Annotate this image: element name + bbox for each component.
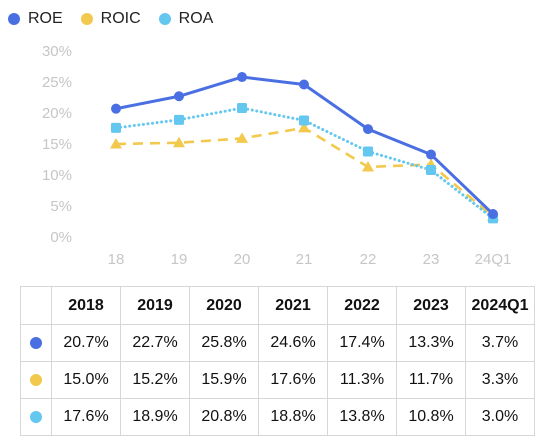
data-point-roic	[298, 121, 310, 133]
row-marker-icon	[30, 336, 42, 349]
table-cell: 15.0%	[51, 361, 121, 399]
x-tick-label: 20	[234, 251, 251, 268]
data-point-roe	[237, 72, 247, 83]
legend-item-roa: ROA	[158, 10, 214, 28]
data-point-roa	[363, 146, 373, 157]
data-point-roe	[363, 124, 373, 135]
data-point-roic	[110, 138, 122, 149]
y-tick-label: 20%	[42, 105, 72, 122]
table-cell: 17.6%	[51, 398, 121, 436]
line-chart: 0% 5% 10% 15% 20% 25% 30% 18 19 20 21 22 23 24Q1	[42, 43, 512, 268]
table-cell: 13.3%	[396, 324, 466, 362]
y-tick-label: 0%	[50, 229, 72, 246]
legend-label: ROA	[178, 10, 214, 27]
table-cell: 15.9%	[189, 361, 259, 399]
row-marker-cell	[20, 324, 52, 362]
data-point-roe	[111, 103, 121, 114]
data-point-roe	[488, 209, 498, 220]
data-point-roa	[174, 114, 184, 125]
y-tick-label: 25%	[42, 74, 72, 91]
table-header-cell: 2024Q1	[465, 286, 535, 325]
table-row: 15.0% 15.2% 15.9% 17.6% 11.3% 11.7% 3.3%	[20, 361, 535, 399]
table-cell: 3.3%	[465, 361, 535, 399]
legend-item-roic: ROIC	[80, 10, 141, 28]
table-cell: 18.8%	[258, 398, 328, 436]
legend-label: ROE	[28, 10, 63, 27]
table-cell: 24.6%	[258, 324, 328, 362]
legend-marker-icon	[80, 13, 93, 25]
y-tick-label: 5%	[50, 198, 72, 215]
table-cell: 22.7%	[120, 324, 190, 362]
x-tick-label: 24Q1	[475, 251, 512, 268]
y-tick-label: 10%	[42, 167, 72, 184]
table-cell: 11.7%	[396, 361, 466, 399]
table-cell: 25.8%	[189, 324, 259, 362]
y-tick-label: 30%	[42, 43, 72, 60]
table-cell: 10.8%	[396, 398, 466, 436]
data-point-roic	[362, 160, 374, 172]
x-tick-label: 23	[423, 251, 440, 268]
table-header-cell: 2021	[258, 286, 328, 325]
table-cell: 15.2%	[120, 361, 190, 399]
data-point-roe	[299, 79, 309, 90]
data-table: 2018 2019 2020 2021 2022 2023 2024Q1 20.…	[20, 286, 535, 436]
row-marker-cell	[20, 361, 52, 399]
row-marker-icon	[30, 373, 42, 386]
table-row: 20.7% 22.7% 25.8% 24.6% 17.4% 13.3% 3.7%	[20, 324, 535, 362]
table-header-cell: 2019	[120, 286, 190, 325]
table-header-cell: 2020	[189, 286, 259, 325]
data-point-roa	[111, 122, 121, 133]
table-cell: 13.8%	[327, 398, 397, 436]
data-point-roic	[236, 132, 248, 143]
table-header-row: 2018 2019 2020 2021 2022 2023 2024Q1	[20, 286, 535, 325]
table-cell: 20.8%	[189, 398, 259, 436]
row-marker-cell	[20, 398, 52, 436]
table-cell: 3.0%	[465, 398, 535, 436]
row-marker-icon	[30, 410, 42, 423]
legend-marker-icon	[8, 13, 20, 25]
data-point-roa	[237, 103, 247, 114]
x-tick-label: 22	[360, 251, 377, 268]
table-cell: 20.7%	[51, 324, 121, 362]
y-tick-label: 15%	[42, 136, 72, 153]
table-header-cell: 2018	[51, 286, 121, 325]
table-cell: 11.3%	[327, 361, 397, 399]
table-cell: 3.7%	[465, 324, 535, 362]
legend-item-roe: ROE	[8, 10, 63, 28]
series-line-roe	[114, 75, 495, 216]
chart-legend: ROE ROIC ROA	[8, 6, 231, 32]
table-cell: 17.6%	[258, 361, 328, 399]
x-tick-label: 18	[108, 251, 125, 268]
data-point-roa	[426, 165, 436, 176]
x-tick-label: 19	[171, 251, 188, 268]
series-line-roic	[115, 126, 494, 218]
table-cell: 18.9%	[120, 398, 190, 436]
legend-label: ROIC	[100, 10, 141, 27]
table-row: 17.6% 18.9% 20.8% 18.8% 13.8% 10.8% 3.0%	[20, 398, 535, 436]
table-cell: 17.4%	[327, 324, 397, 362]
data-point-roic	[173, 136, 185, 148]
legend-marker-icon	[158, 13, 171, 25]
table-header-cell: 2023	[396, 286, 466, 325]
x-tick-label: 21	[296, 251, 313, 268]
data-point-roe	[174, 91, 184, 102]
data-point-roa	[299, 115, 309, 126]
data-point-roe	[426, 149, 436, 160]
table-header-cell: 2022	[327, 286, 397, 325]
table-corner-cell	[20, 286, 52, 325]
